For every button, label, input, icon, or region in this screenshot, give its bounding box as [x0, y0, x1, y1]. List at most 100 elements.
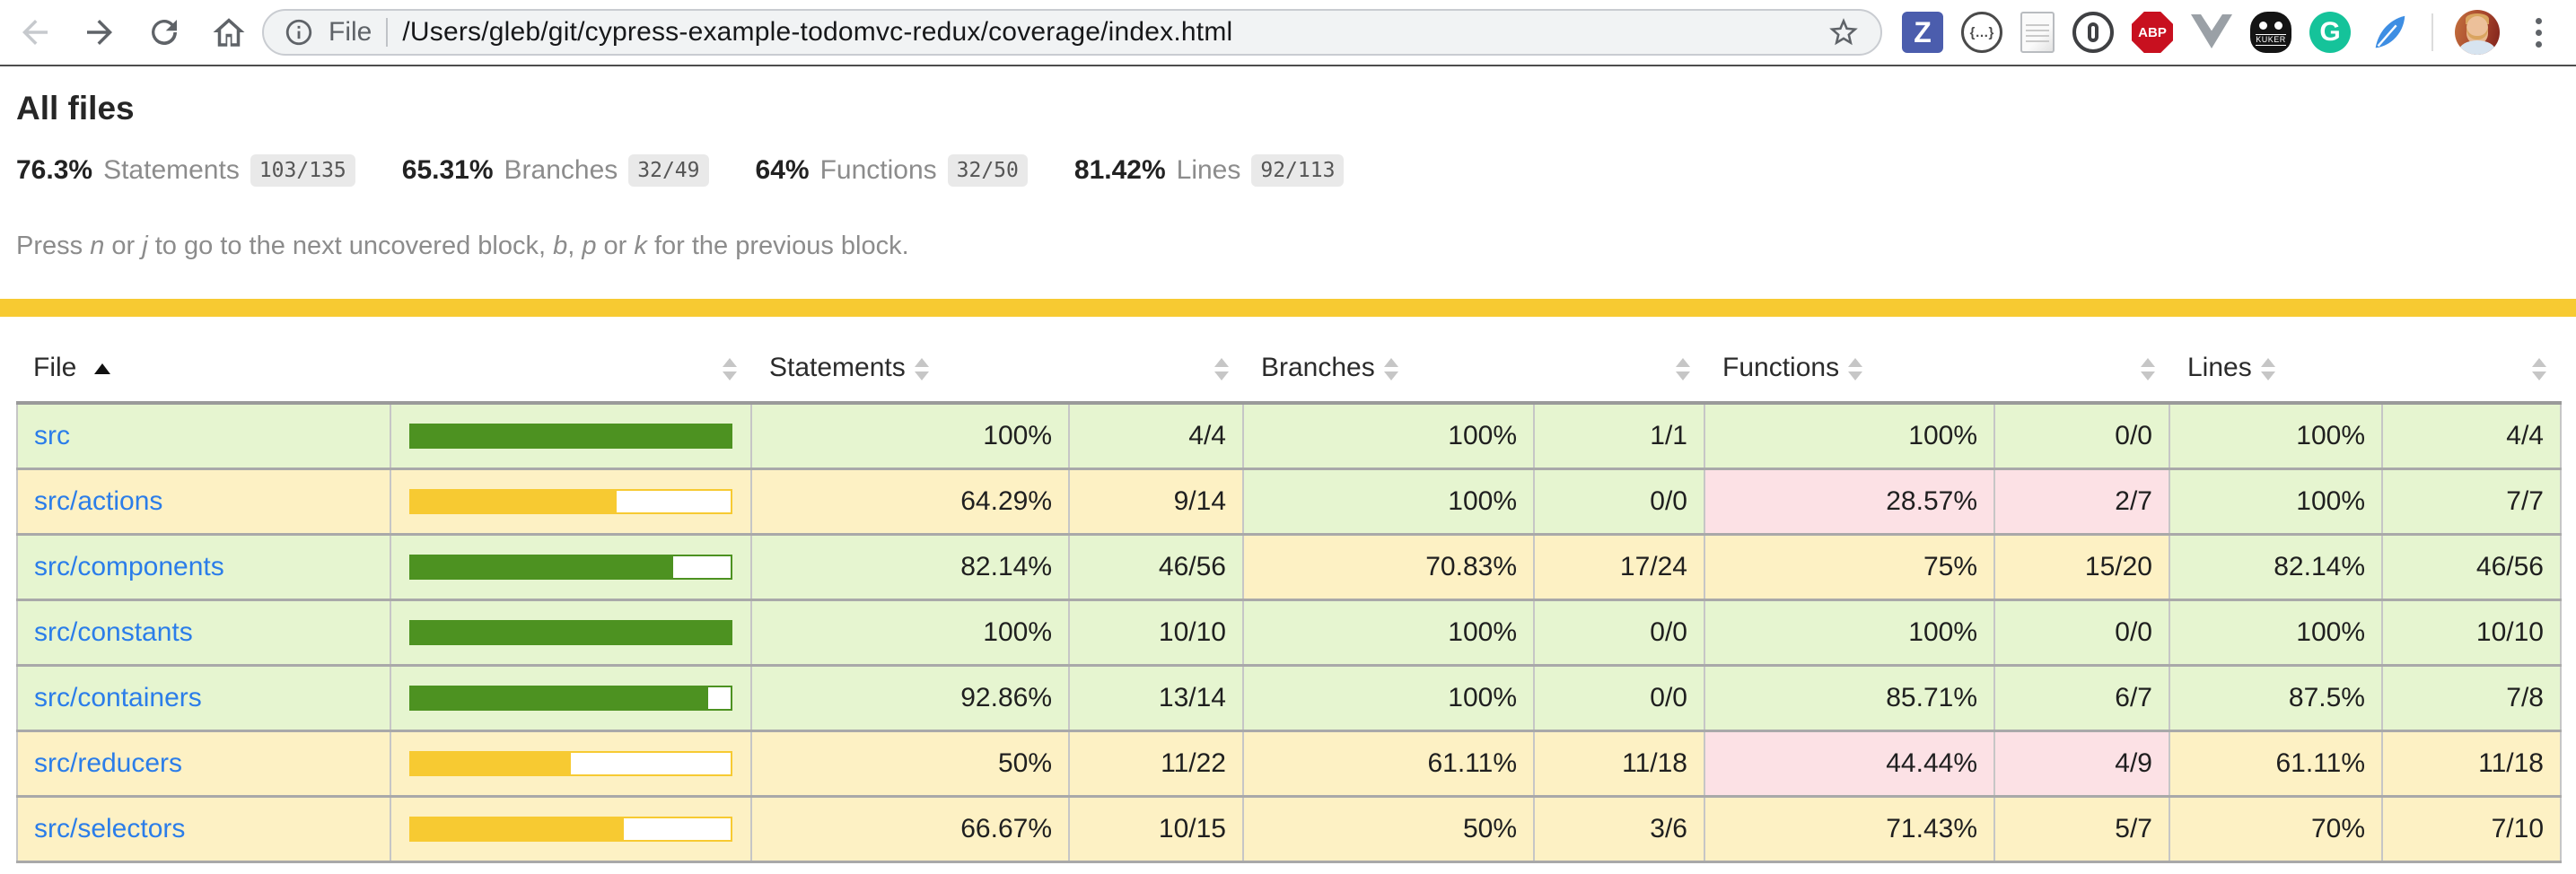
fraction-cell: 4/4: [2382, 403, 2562, 470]
percent-cell: 70%: [2169, 796, 2383, 863]
lines-fraction-badge: 92/113: [1251, 154, 1345, 187]
column-header-statements[interactable]: Statements: [751, 317, 1069, 405]
sort-icon: [723, 357, 737, 380]
grammarly-extension-icon[interactable]: G: [2309, 12, 2351, 53]
percent-cell: 100%: [751, 599, 1070, 667]
percent-cell: 100%: [1243, 468, 1535, 536]
column-header-lines[interactable]: Lines: [2169, 317, 2382, 405]
address-bar[interactable]: File /Users/gleb/git/cypress-example-tod…: [262, 9, 1882, 56]
fraction-cell: 0/0: [1534, 665, 1705, 732]
file-cell: src/containers: [16, 665, 391, 732]
fraction-cell: 3/6: [1534, 796, 1705, 863]
sort-icon: [914, 357, 929, 380]
profile-avatar[interactable]: [2455, 10, 2500, 55]
fraction-cell: 6/7: [1994, 665, 2170, 732]
file-cell: src: [16, 403, 391, 470]
fraction-cell: 7/8: [2382, 665, 2562, 732]
keyboard-shortcut-hint: Press n or j to go to the next uncovered…: [16, 232, 909, 260]
fraction-cell: 0/0: [1534, 468, 1705, 536]
reload-icon[interactable]: [145, 13, 183, 51]
coverage-bar-cell: [390, 403, 752, 470]
lines-label: Lines: [1176, 155, 1241, 185]
fraction-cell: 0/0: [1994, 403, 2170, 470]
kuker-extension-icon[interactable]: KUKER: [2250, 12, 2291, 53]
fraction-cell: 15/20: [1994, 534, 2170, 601]
coverage-status-banner: [0, 299, 2576, 317]
column-header-file[interactable]: File: [17, 317, 390, 405]
percent-cell: 100%: [1243, 665, 1535, 732]
coverage-table: File Statements Branches: [16, 317, 2562, 863]
branches-fraction-badge: 32/49: [628, 154, 709, 187]
percent-cell: 100%: [1704, 599, 1995, 667]
table-row: src 100% 4/4 100% 1/1 100% 0/0 100% 4/4: [16, 403, 2562, 470]
coverage-bar-cell: [390, 665, 752, 732]
percent-cell: 92.86%: [751, 665, 1070, 732]
column-header-branches-raw[interactable]: [1534, 317, 1704, 405]
percent-cell: 50%: [1243, 796, 1535, 863]
zotero-extension-icon[interactable]: Z: [1902, 12, 1943, 53]
column-header-functions[interactable]: Functions: [1704, 317, 1994, 405]
column-header-bar[interactable]: [390, 317, 751, 405]
fraction-cell: 46/56: [2382, 534, 2562, 601]
column-header-lines-raw[interactable]: [2382, 317, 2561, 405]
coverage-bar-fill: [411, 555, 674, 578]
coverage-bar: [409, 816, 732, 842]
functions-summary: 64% Functions 32/50: [756, 154, 1028, 187]
fraction-cell: 11/22: [1069, 730, 1244, 798]
percent-cell: 100%: [2169, 468, 2383, 536]
json-viewer-extension-icon[interactable]: {…}: [1961, 12, 2002, 53]
home-icon[interactable]: [210, 13, 248, 51]
table-row: src/selectors 66.67% 10/15 50% 3/6 71.43% 5/7 7…: [16, 796, 2562, 863]
percent-cell: 87.5%: [2169, 665, 2383, 732]
fraction-cell: 10/15: [1069, 796, 1244, 863]
file-link[interactable]: src/containers: [34, 682, 202, 712]
browser-menu-icon[interactable]: [2530, 13, 2547, 53]
fraction-cell: 4/9: [1994, 730, 2170, 798]
column-header-statements-raw[interactable]: [1069, 317, 1243, 405]
table-row: src/containers 92.86% 13/14 100% 0/0 85.71% 6/…: [16, 665, 2562, 732]
fraction-cell: 0/0: [1994, 599, 2170, 667]
file-link[interactable]: src/actions: [34, 485, 163, 516]
url-text[interactable]: /Users/gleb/git/cypress-example-todomvc-…: [402, 17, 1233, 47]
file-link[interactable]: src/selectors: [34, 813, 186, 843]
forward-icon[interactable]: [81, 13, 118, 51]
file-cell: src/components: [16, 534, 391, 601]
column-header-branches[interactable]: Branches: [1243, 317, 1534, 405]
file-cell: src/constants: [16, 599, 391, 667]
functions-percent: 64%: [755, 155, 810, 185]
table-row: src/actions 64.29% 9/14 100% 0/0 28.57% 2/7 100…: [16, 468, 2562, 536]
page-info-icon[interactable]: [284, 17, 314, 48]
file-link[interactable]: src/reducers: [34, 747, 183, 778]
fraction-cell: 0/0: [1534, 599, 1705, 667]
sort-icon: [2260, 357, 2275, 380]
onepassword-extension-icon[interactable]: [2072, 12, 2114, 53]
sort-icon: [1848, 357, 1863, 380]
file-link[interactable]: src: [34, 420, 70, 450]
toolbar-separator: [2431, 13, 2433, 51]
table-row: src/reducers 50% 11/22 61.11% 11/18 44.44% 4/9…: [16, 730, 2562, 798]
percent-cell: 100%: [1243, 599, 1535, 667]
table-header-row: File Statements Branches: [17, 317, 2561, 405]
script-extension-icon[interactable]: [2020, 12, 2055, 53]
lines-summary: 81.42% Lines 92/113: [1074, 154, 1345, 187]
percent-cell: 64.29%: [751, 468, 1070, 536]
coverage-bar-cell: [390, 730, 752, 798]
feather-extension-icon[interactable]: [2369, 12, 2410, 53]
file-link[interactable]: src/constants: [34, 616, 193, 647]
file-cell: src/selectors: [16, 796, 391, 863]
coverage-report: All files 76.3% Statements 103/135 65.31…: [0, 90, 2576, 863]
functions-label: Functions: [819, 155, 937, 185]
sort-ascending-icon: [94, 363, 111, 375]
statements-label: Statements: [103, 155, 240, 185]
percent-cell: 50%: [751, 730, 1070, 798]
percent-cell: 100%: [1704, 403, 1995, 470]
adblock-plus-extension-icon[interactable]: ABP: [2132, 12, 2173, 53]
coverage-bar-fill: [411, 752, 571, 774]
file-link[interactable]: src/components: [34, 551, 224, 581]
bookmark-star-icon[interactable]: [1827, 15, 1861, 49]
url-scheme-label: File: [329, 17, 372, 47]
column-header-functions-raw[interactable]: [1994, 317, 2169, 405]
percent-cell: 85.71%: [1704, 665, 1995, 732]
vue-devtools-extension-icon[interactable]: [2191, 12, 2232, 53]
back-icon[interactable]: [16, 13, 54, 51]
